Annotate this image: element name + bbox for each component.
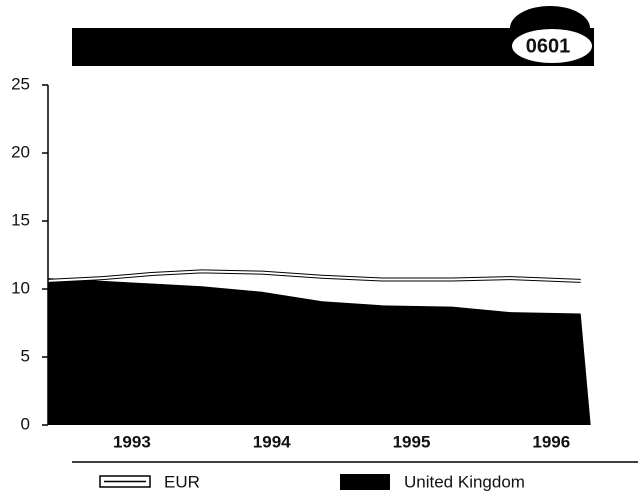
legend-label: United Kingdom [404,472,525,491]
legend-label: EUR [164,472,200,491]
y-tick-label: 15 [11,210,30,229]
badge-text: 0601 [526,35,571,57]
badge [512,29,592,63]
x-tick-label: 1993 [113,432,151,451]
legend-swatch [340,474,390,490]
y-tick-label: 25 [11,74,30,93]
area [48,278,591,425]
y-tick-label: 10 [11,278,30,297]
x-tick-label: 1996 [532,432,570,451]
y-tick-label: 5 [21,346,30,365]
y-tick-label: 20 [11,142,30,161]
x-tick-label: 1994 [253,432,291,451]
line [47,270,581,282]
x-tick-label: 1995 [393,432,431,451]
title-bar [72,28,594,66]
y-tick-label: 0 [21,414,30,433]
